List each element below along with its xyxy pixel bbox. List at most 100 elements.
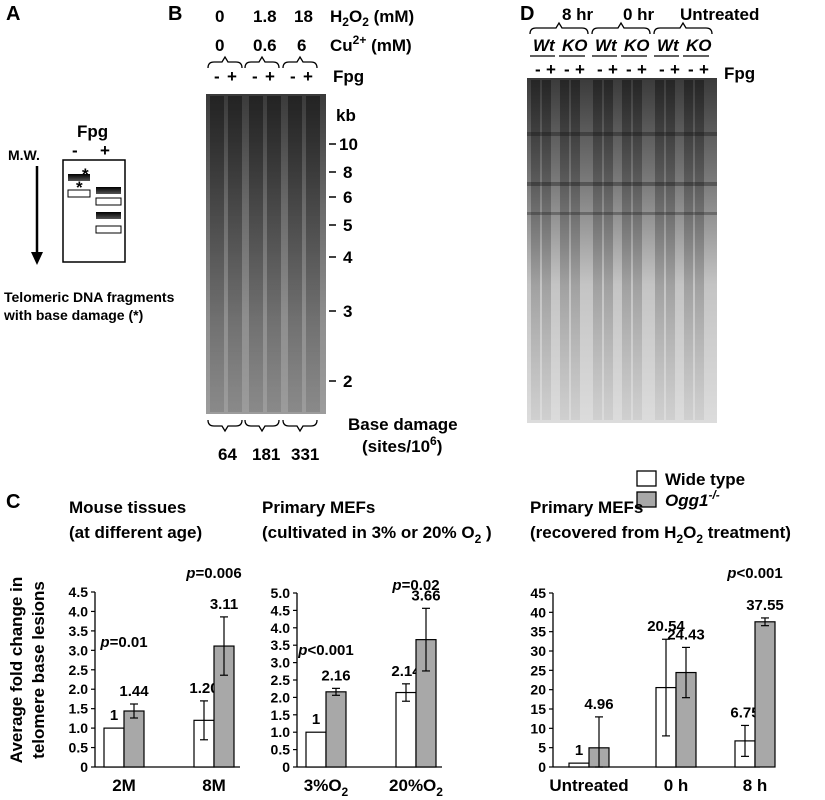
gel-b-lanes	[210, 96, 320, 412]
fpg-signs-d: - + - + - + - + - + - +	[535, 60, 709, 79]
gel-d-lane-12	[695, 80, 704, 420]
panel-a-caption-2: with base damage (*)	[3, 307, 143, 323]
chart-2-pvalue: p<0.001	[297, 642, 353, 659]
chart-ylabel-2: telomere base lesions	[29, 581, 48, 759]
chart-3: 0 5 10 15 20 25 30 35 40 45 1 4.96 Untreated 20.5424.…	[530, 565, 783, 795]
chart-1-ytick-label: 4.0	[69, 603, 89, 619]
fpg-sign-d-7: -	[626, 60, 632, 79]
fpg-sign-b-1: -	[214, 67, 220, 86]
chart-3-ytick-label: 40	[530, 604, 546, 620]
chart-2-bar-wt	[305, 731, 327, 768]
gel-d-lane-2	[542, 80, 551, 420]
chart-1-ytick-label: 2.5	[69, 662, 89, 678]
h2o2-val-1: 0	[215, 7, 224, 26]
chart-2-data-label: 1	[312, 711, 320, 728]
chart-3-ytick-label: 35	[530, 624, 546, 640]
chart-2-ytick-label: 4.5	[271, 602, 291, 618]
sites-label: (sites/106)	[362, 434, 442, 456]
chart2-title-1: Primary MEFs	[262, 498, 375, 517]
chart-2-ytick-label: 1.0	[271, 724, 291, 740]
brace-b-2	[244, 55, 280, 69]
fpg-sign-d-5: -	[597, 60, 603, 79]
gel-d-lanes	[531, 80, 704, 420]
panel-a-plus: +	[100, 141, 110, 160]
chart-2-ytick-label: 3.5	[271, 637, 291, 653]
band-damaged-minus	[68, 174, 90, 181]
brace-b-3	[282, 55, 318, 69]
chart-3-data-label: 20.54	[647, 618, 685, 635]
chart-3-ytick-label: 45	[530, 585, 546, 601]
cu-val-2: 0.6	[253, 36, 277, 55]
gel-d-lane-9	[655, 80, 664, 420]
panel-d: 8 hr 0 hr Untreated Wt KO Wt KO Wt KO - …	[527, 5, 759, 423]
genotype-3: Wt	[595, 36, 618, 55]
size-markers: 10 8 6 5 4 3 2	[329, 135, 358, 391]
brace-d-3	[653, 21, 713, 35]
genotype-6: KO	[686, 36, 712, 55]
group-8hr: 8 hr	[562, 5, 594, 24]
chart-1-pvalue: p=0.006	[185, 565, 241, 582]
gel-d-lane-10	[666, 80, 675, 420]
band-fpg-3	[96, 212, 121, 219]
gel-d-lane-1	[531, 80, 540, 420]
chart-1-ytick-label: 2.0	[69, 681, 89, 697]
genotype-labels: Wt KO Wt KO Wt KO	[533, 36, 712, 55]
brace-b-1	[207, 55, 243, 69]
chart-3-ytick-label: 25	[530, 662, 546, 678]
panel-a-fpg-label: Fpg	[77, 122, 108, 141]
cu-label: Cu2+ (mM)	[330, 33, 412, 55]
chart-2-data-label: 3.66	[411, 587, 440, 604]
fpg-sign-b-5: -	[290, 67, 296, 86]
bar-charts: 00.51.01.52.02.53.03.54.04.511.442Mp=0.0…	[69, 565, 784, 799]
chart-3-data-label: 24.43	[667, 626, 705, 643]
panel-label-d: D	[520, 3, 534, 25]
band-fpg-4	[95, 225, 122, 234]
chart-1-x-label: 8M	[202, 776, 226, 795]
fpg-sign-d-11: -	[688, 60, 694, 79]
chart-3-ytick-label: 5	[538, 740, 546, 756]
chart-2-x-label: 3%O2	[304, 776, 349, 799]
chart-2-bar-wt	[395, 691, 417, 768]
chart-1-bar-ko	[123, 710, 145, 768]
genotype-4: KO	[624, 36, 650, 55]
chart1-title-2: (at different age)	[69, 523, 202, 542]
chart-1-ytick-label: 3.5	[69, 623, 89, 639]
gel-d-lane-8	[633, 80, 642, 420]
brace-d-2	[591, 21, 651, 35]
chart-1: 0 0.5 1.0 1.5 2.0 2.5 3.0 3.5 4.0 4.5 11.44 2M p=0.0…	[69, 565, 242, 795]
brace-d-1	[529, 21, 589, 35]
mw-arrow-head	[31, 252, 43, 265]
genotype-2: KO	[562, 36, 588, 55]
chart-1-ytick-label: 0.5	[69, 740, 89, 756]
gel-d-bands	[527, 132, 717, 215]
fpg-sign-d-1: -	[535, 60, 541, 79]
fpg-sign-b-2: +	[227, 67, 237, 86]
kb-label: kb	[336, 106, 356, 125]
fpg-sign-b-6: +	[303, 67, 313, 86]
cu-val-3: 6	[297, 36, 306, 55]
legend-label-ko: Ogg1-/-	[665, 488, 720, 510]
chart-3-ytick-label: 0	[538, 759, 546, 775]
chart-2: 00.5 1.01.5 2.02.53.0 3.54.0 4.55.0 1 2.16 3%O2…	[271, 577, 444, 799]
chart-3-x-label: Untreated	[549, 776, 628, 795]
fpg-sign-d-10: +	[670, 60, 680, 79]
chart-3-data-label: 4.96	[584, 696, 613, 713]
chart-1-ytick-label: 1.5	[69, 701, 89, 717]
chart-3-ytick-label: 20	[530, 682, 546, 698]
chart-1-data-label: 1.44	[119, 683, 149, 700]
h2o2-val-2: 1.8	[253, 7, 277, 26]
panel-d-fpg-label: Fpg	[724, 64, 755, 83]
fpg-sign-d-6: +	[608, 60, 618, 79]
chart-2-ytick-label: 0.5	[271, 742, 291, 758]
chart2-title-2: (cultivated in 3% or 20% O2 )	[262, 523, 492, 546]
chart-3-ytick-label: 10	[530, 720, 546, 736]
chart-2-x-label: 20%O2	[389, 776, 443, 799]
chart-1-ytick-label: 4.5	[69, 584, 89, 600]
star-1: *	[82, 165, 89, 184]
fpg-sign-d-2: +	[546, 60, 556, 79]
panel-a-schematic: Fpg - + M.W. * * Telomeric DNA fragments…	[3, 122, 175, 323]
gel-d-lane-3	[560, 80, 569, 420]
panel-b: 0 1.8 18 H2O2 (mM) 0 0.6 6 Cu2+ (mM) - +…	[206, 7, 458, 464]
marker-3: 3	[343, 302, 352, 321]
chart-2-bar-ko	[325, 691, 347, 768]
